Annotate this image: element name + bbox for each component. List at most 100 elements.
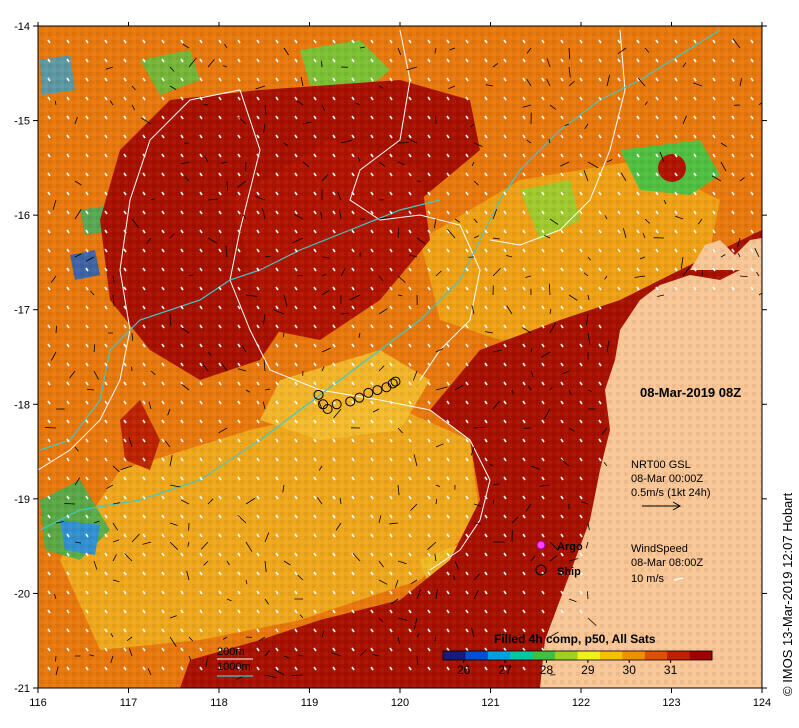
wind-vector [142, 172, 146, 177]
current-vector [471, 627, 475, 638]
wind-vector [237, 324, 241, 329]
wind-vector [161, 115, 165, 120]
current-vector [300, 76, 304, 87]
wind-vector [389, 115, 393, 120]
current-vector [54, 100, 57, 106]
wind-vector [503, 305, 507, 310]
wind-vector [104, 343, 108, 348]
current-vector [207, 498, 214, 505]
current-vector [264, 560, 267, 573]
current-vector [397, 427, 403, 434]
wind-vector [427, 286, 431, 291]
wind-vector [636, 248, 640, 253]
wind-vector [85, 96, 89, 101]
wind-vector [465, 172, 469, 177]
wind-vector [750, 58, 754, 63]
current-vector [112, 294, 115, 307]
current-vector [321, 630, 325, 638]
current-vector [644, 218, 651, 224]
wind-vector [85, 362, 89, 367]
wind-vector [85, 153, 89, 158]
wind-vector [199, 134, 203, 139]
current-vector [473, 589, 479, 600]
wind-vector [218, 191, 222, 196]
wind-vector [66, 248, 70, 253]
wind-vector [142, 590, 146, 595]
current-vector [218, 427, 228, 434]
wind-vector [522, 210, 526, 215]
ship-position-marker [387, 378, 398, 389]
current-vector [549, 308, 552, 315]
wind-vector [218, 609, 222, 614]
wind-vector [484, 400, 488, 405]
wind-vector [161, 343, 165, 348]
wind-vector [731, 58, 735, 63]
wind-vector [503, 457, 507, 462]
wind-vector [142, 115, 146, 120]
wind-vector [313, 590, 317, 595]
wind-vector [142, 495, 146, 500]
wind-vector [370, 495, 374, 500]
wind-vector [218, 400, 222, 405]
wind-vector [47, 77, 51, 82]
wind-vector [256, 552, 260, 557]
wind-vector [351, 153, 355, 158]
current-vector [604, 275, 608, 280]
wind-vector [674, 191, 678, 196]
wind-vector [617, 267, 621, 272]
current-vector [581, 501, 589, 505]
wind-vector [693, 58, 697, 63]
wind-vector [47, 514, 51, 519]
wind-vector [484, 438, 488, 443]
wind-vector [161, 58, 165, 63]
current-vector [492, 62, 499, 68]
wind-vector [351, 495, 355, 500]
wind-vector [85, 457, 89, 462]
current-info-line3: 0.5m/s (1kt 24h) [631, 487, 710, 499]
wind-vector [465, 571, 469, 576]
wind-vector [598, 134, 602, 139]
wind-vector [389, 628, 393, 633]
wind-vector [123, 191, 127, 196]
wind-vector [351, 134, 355, 139]
current-vector [245, 497, 256, 505]
wind-vector [750, 210, 754, 215]
current-vector [642, 233, 646, 239]
wind-vector [446, 77, 450, 82]
wind-vector [66, 267, 70, 272]
wind-vector [389, 647, 393, 652]
wind-vector [655, 153, 659, 158]
wind-vector [123, 571, 127, 576]
wind-vector [427, 191, 431, 196]
wind-vector [408, 229, 412, 234]
wind-vector [161, 324, 165, 329]
wind-vector [275, 267, 279, 272]
wind-vector [275, 153, 279, 158]
current-vector [470, 446, 475, 456]
current-vector [169, 522, 178, 526]
current-vector [568, 389, 572, 396]
wind-vector [579, 609, 583, 614]
wind-vector [180, 438, 184, 443]
wind-vector [123, 609, 127, 614]
current-vector [397, 294, 403, 297]
wind-vector [142, 210, 146, 215]
wind-vector [275, 324, 279, 329]
current-vector [492, 209, 498, 220]
wind-vector [674, 77, 678, 82]
wind-vector [199, 191, 203, 196]
wind-vector [522, 609, 526, 614]
wind-vector [180, 362, 184, 367]
wind-vector [313, 571, 317, 576]
wind-vector [142, 400, 146, 405]
current-vector [657, 294, 665, 297]
wind-vector [503, 666, 507, 671]
wind-vector [218, 438, 222, 443]
wind-vector [465, 229, 469, 234]
current-vector [238, 116, 247, 125]
wind-vector [85, 286, 89, 291]
wind-vector [712, 267, 716, 272]
wind-vector [446, 457, 450, 462]
wind-vector [560, 419, 564, 424]
wind-vector [560, 210, 564, 215]
